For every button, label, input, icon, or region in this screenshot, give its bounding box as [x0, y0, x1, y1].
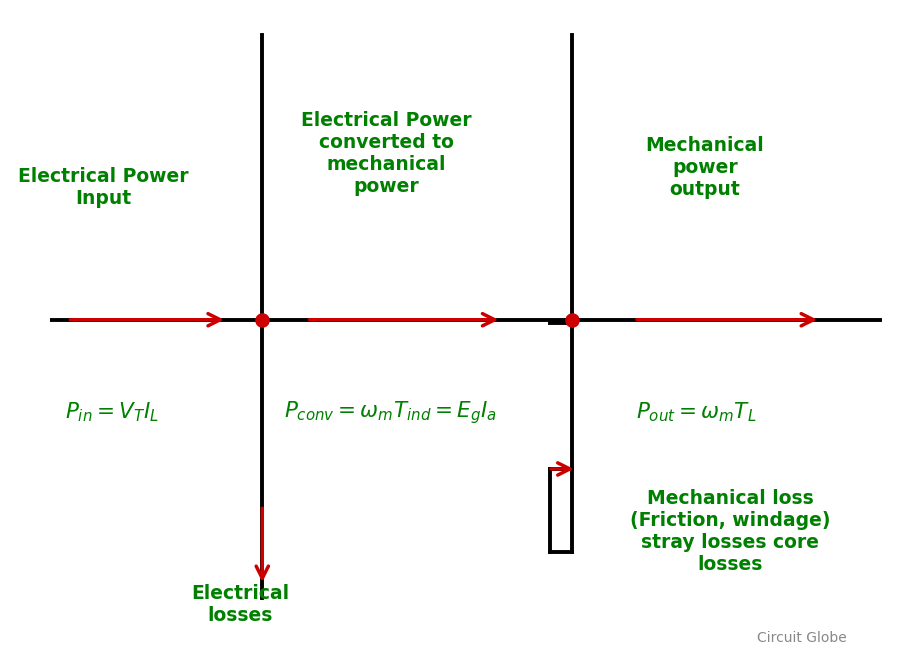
- Text: Electrical
losses: Electrical losses: [191, 585, 289, 625]
- Text: $P_{in} = V_T I_L$: $P_{in} = V_T I_L$: [65, 401, 158, 424]
- Text: Mechanical
power
output: Mechanical power output: [645, 136, 764, 198]
- Text: $P_{out} = \omega_m T_L$: $P_{out} = \omega_m T_L$: [636, 401, 756, 424]
- Text: $P_{conv} = \omega_m T_{ind} = E_g I_a$: $P_{conv} = \omega_m T_{ind} = E_g I_a$: [284, 399, 497, 426]
- Text: Electrical Power
converted to
mechanical
power: Electrical Power converted to mechanical…: [301, 111, 471, 196]
- Point: [255, 314, 269, 325]
- Text: Circuit Globe: Circuit Globe: [757, 631, 847, 645]
- Text: Electrical Power
Input: Electrical Power Input: [17, 166, 188, 208]
- Point: [565, 314, 580, 325]
- Text: Mechanical loss
(Friction, windage)
stray losses core
losses: Mechanical loss (Friction, windage) stra…: [630, 490, 830, 575]
